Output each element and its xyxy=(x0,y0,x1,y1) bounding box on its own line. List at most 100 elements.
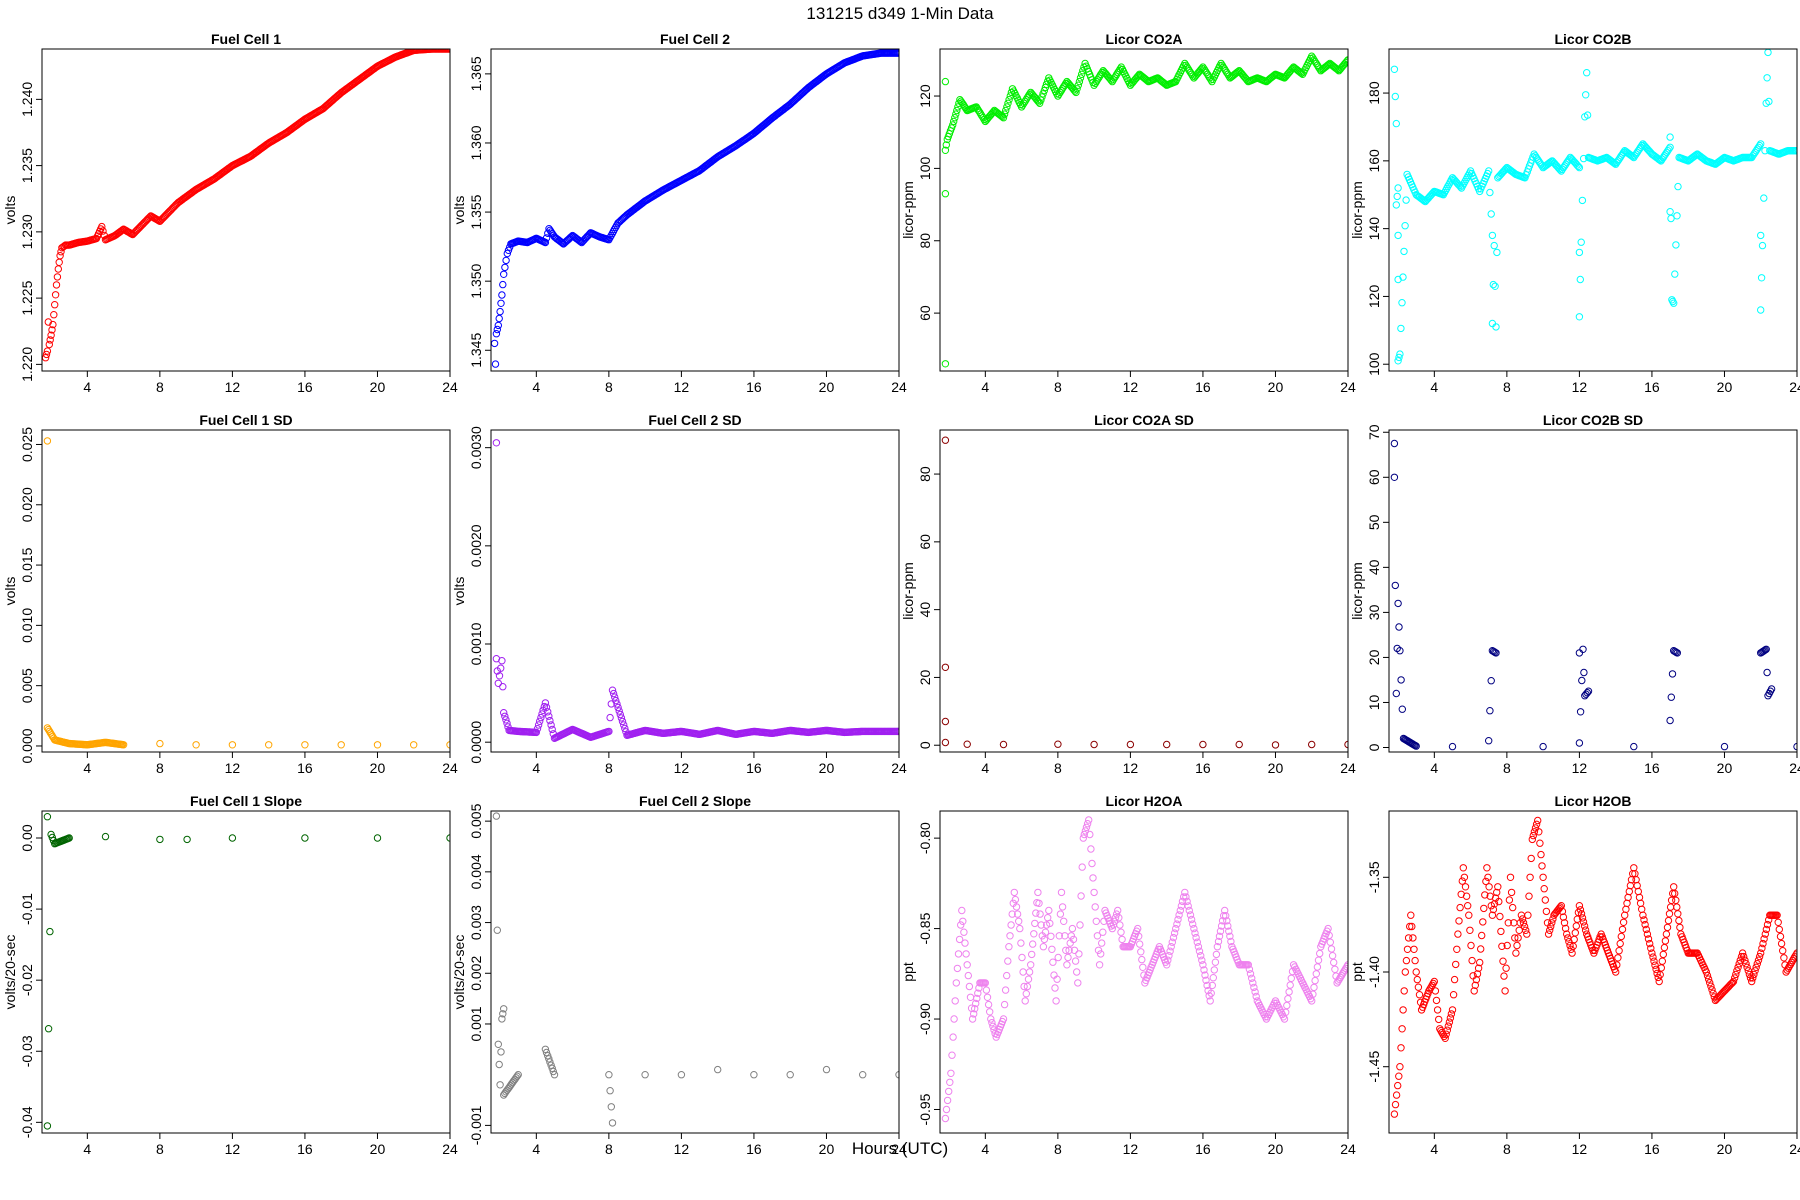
data-point xyxy=(1433,1006,1442,1014)
data-point xyxy=(1109,76,1118,84)
data-point xyxy=(495,314,503,323)
data-point xyxy=(1200,65,1208,73)
x-tick-label: 4 xyxy=(1430,760,1438,776)
data-point xyxy=(1003,971,1011,980)
x-tick-label: 20 xyxy=(370,379,386,395)
data-point xyxy=(1036,910,1044,918)
data-point xyxy=(1394,599,1402,608)
data-point xyxy=(1672,648,1680,656)
data-point xyxy=(1407,911,1415,919)
data-point xyxy=(1076,921,1084,929)
data-point xyxy=(1139,963,1147,971)
data-point xyxy=(1206,74,1214,82)
data-point xyxy=(1011,895,1020,904)
x-tick-label: 20 xyxy=(1717,379,1733,395)
data-point xyxy=(1118,935,1126,944)
data-point xyxy=(1095,961,1104,969)
data-point xyxy=(500,709,508,717)
data-point xyxy=(605,1071,613,1079)
x-tick-label: 8 xyxy=(1054,379,1062,395)
data-point xyxy=(1791,953,1797,961)
data-point xyxy=(1187,915,1196,924)
data-point xyxy=(1661,937,1670,945)
data-point xyxy=(1392,201,1401,209)
data-point xyxy=(1582,91,1590,99)
data-point xyxy=(45,340,53,349)
data-point xyxy=(1627,152,1636,160)
data-point xyxy=(1324,924,1332,933)
data-point xyxy=(1391,581,1400,590)
x-tick-label: 20 xyxy=(819,1141,835,1157)
y-axis-label: ppt xyxy=(900,962,916,982)
data-point xyxy=(1327,945,1336,953)
y-tick-label: -0.03 xyxy=(19,1035,35,1067)
data-point xyxy=(1524,911,1532,919)
data-point xyxy=(500,1005,508,1013)
y-axis-label: licor-ppm xyxy=(1349,562,1365,620)
y-tick-label: 1.240 xyxy=(19,82,35,117)
y-tick-label: 60 xyxy=(917,305,933,321)
x-tick-label: 20 xyxy=(819,379,835,395)
data-point xyxy=(1198,956,1206,964)
data-point xyxy=(1583,69,1591,77)
data-point xyxy=(494,1040,502,1049)
data-point xyxy=(1455,917,1463,925)
data-point xyxy=(1344,961,1348,969)
data-point xyxy=(1444,1022,1453,1030)
data-point xyxy=(1399,273,1407,281)
data-point xyxy=(1486,707,1494,715)
data-point xyxy=(1404,934,1413,942)
data-point xyxy=(1414,983,1423,991)
data-point xyxy=(1527,854,1535,863)
data-point xyxy=(1429,979,1437,988)
data-point xyxy=(1462,892,1471,900)
data-point xyxy=(1547,922,1555,931)
data-point xyxy=(1580,922,1589,930)
data-point xyxy=(410,741,418,749)
data-point xyxy=(1027,961,1035,969)
data-point xyxy=(952,110,960,118)
data-point xyxy=(1431,987,1440,995)
data-point xyxy=(1016,924,1024,933)
data-point xyxy=(1392,1091,1401,1099)
x-tick-label: 8 xyxy=(1054,760,1062,776)
data-point xyxy=(1664,916,1673,925)
data-series xyxy=(42,49,450,362)
data-point xyxy=(1004,99,1012,108)
y-axis-label: volts xyxy=(451,577,467,606)
data-point xyxy=(496,1081,504,1089)
data-point xyxy=(1640,916,1648,924)
data-point xyxy=(1505,896,1514,904)
data-point xyxy=(1220,65,1229,73)
data-point xyxy=(1786,960,1795,969)
data-point xyxy=(1343,962,1348,971)
data-point xyxy=(1091,903,1099,911)
data-point xyxy=(941,77,950,86)
data-point xyxy=(612,696,620,705)
data-point xyxy=(503,249,511,258)
data-point xyxy=(545,712,553,720)
data-point xyxy=(957,921,965,929)
data-point xyxy=(1649,953,1657,961)
data-point xyxy=(493,926,501,934)
data-point xyxy=(1666,143,1674,152)
data-point xyxy=(1308,997,1316,1005)
data-point xyxy=(1477,945,1485,953)
data-point xyxy=(1078,863,1086,871)
y-tick-label: 0.0030 xyxy=(468,426,484,469)
data-point xyxy=(1336,973,1345,982)
data-point xyxy=(1052,997,1060,1005)
data-point xyxy=(1034,98,1043,106)
data-point xyxy=(1076,74,1085,82)
data-point xyxy=(1184,902,1192,910)
data-point xyxy=(1308,52,1316,60)
data-point xyxy=(999,114,1008,122)
data-point xyxy=(1394,184,1402,192)
plot-frame xyxy=(939,429,1349,753)
data-point xyxy=(1647,944,1655,952)
data-point xyxy=(1522,926,1530,934)
data-point xyxy=(1641,920,1649,929)
data-point xyxy=(51,301,59,309)
data-point xyxy=(1727,980,1736,988)
data-point xyxy=(1493,888,1501,897)
